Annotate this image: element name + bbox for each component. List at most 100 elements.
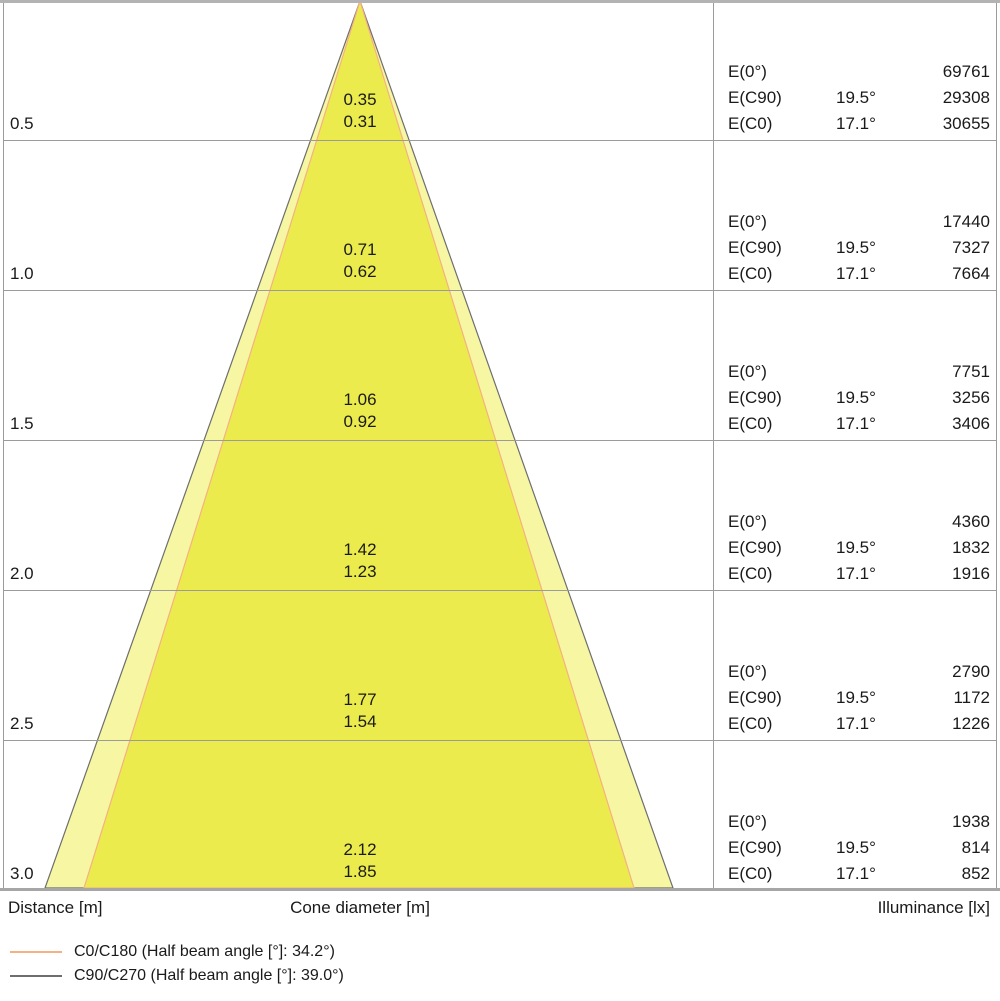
cone-diameter-c90: 1.42: [343, 540, 377, 559]
table-row: E(C90) 19.5° 814: [728, 835, 990, 861]
legend-item-c90: C90/C270 (Half beam angle [°]: 39.0°): [0, 964, 344, 988]
cone-diameters-0-5m: 0.35 0.31: [260, 89, 460, 133]
distance-tick-1-0: 1.0: [10, 264, 34, 283]
distance-tick-1-5: 1.5: [10, 414, 34, 433]
top-border-line: [0, 0, 1000, 3]
cone-diameter-c0: 1.54: [343, 712, 377, 731]
cone-c0-inner: [83, 3, 635, 888]
e0-value: 2790: [952, 662, 990, 681]
ec0-label: E(C0): [728, 114, 773, 133]
table-row: E(C0) 17.1° 1916: [728, 561, 990, 587]
ec90-value: 3256: [952, 388, 990, 407]
distance-axis-label: Distance [m]: [8, 898, 103, 917]
cone-diameter-axis-label: Cone diameter [m]: [290, 898, 430, 917]
legend-item-c0: C0/C180 (Half beam angle [°]: 34.2°): [0, 940, 335, 964]
e0-angle: [836, 509, 911, 535]
ec0-label: E(C0): [728, 564, 773, 583]
legend-label-c90: C90/C270 (Half beam angle [°]: 39.0°): [74, 967, 344, 984]
table-row: E(C0) 17.1° 3406: [728, 411, 990, 437]
ec90-angle: 19.5°: [836, 538, 876, 557]
ec0-angle: 17.1°: [836, 414, 876, 433]
cone-diameter-c90: 0.71: [343, 240, 377, 259]
cone-diameter-c0: 0.92: [343, 412, 377, 431]
ec90-value: 1172: [953, 688, 990, 707]
table-row: E(C0) 17.1° 30655: [728, 111, 990, 137]
table-row: E(C90) 19.5° 1172: [728, 685, 990, 711]
distance-tick-2-0: 2.0: [10, 564, 34, 583]
e0-label: E(0°): [728, 812, 767, 831]
ec90-label: E(C90): [728, 838, 782, 857]
cone-diameter-c0: 0.31: [343, 112, 377, 131]
ec0-value: 1916: [952, 564, 990, 583]
distance-tick-2-5: 2.5: [10, 714, 34, 733]
gridline-2-5m: [3, 740, 997, 741]
e0-angle: [836, 209, 911, 235]
e0-angle: [836, 359, 911, 385]
ec0-angle: 17.1°: [836, 114, 876, 133]
ec0-label: E(C0): [728, 264, 773, 283]
illuminance-block-3-0m: E(0°) 1938 E(C90) 19.5° 814 E(C0) 17.1° …: [728, 809, 990, 887]
e0-value: 7751: [952, 362, 990, 381]
ec0-value: 3406: [952, 414, 990, 433]
ec90-label: E(C90): [728, 538, 782, 557]
ec90-label: E(C90): [728, 238, 782, 257]
e0-angle: [836, 659, 911, 685]
table-row: E(C90) 19.5° 7327: [728, 235, 990, 261]
illuminance-block-2-0m: E(0°) 4360 E(C90) 19.5° 1832 E(C0) 17.1°…: [728, 509, 990, 587]
distance-tick-0-5: 0.5: [10, 114, 34, 133]
ec90-label: E(C90): [728, 688, 782, 707]
ec0-label: E(C0): [728, 414, 773, 433]
table-row: E(C0) 17.1° 1226: [728, 711, 990, 737]
table-row: E(C0) 17.1° 7664: [728, 261, 990, 287]
illuminance-block-0-5m: E(0°) 69761 E(C90) 19.5° 29308 E(C0) 17.…: [728, 59, 990, 137]
ec90-angle: 19.5°: [836, 688, 876, 707]
distance-tick-3-0: 3.0: [10, 864, 34, 883]
cone-diameter-c0: 1.23: [343, 562, 377, 581]
illuminance-block-1-5m: E(0°) 7751 E(C90) 19.5° 3256 E(C0) 17.1°…: [728, 359, 990, 437]
e0-value: 69761: [942, 62, 990, 81]
gridline-1-0m: [3, 290, 997, 291]
table-row: E(C0) 17.1° 852: [728, 861, 990, 887]
ec90-angle: 19.5°: [836, 838, 876, 857]
axis-label-row: Distance [m] Cone diameter [m] Illuminan…: [0, 896, 1000, 924]
ec0-angle: 17.1°: [836, 264, 876, 283]
ec0-value: 7664: [952, 264, 990, 283]
ec90-value: 29308: [942, 88, 990, 107]
cone-diameter-c90: 0.35: [343, 90, 377, 109]
cone-diameter-c90: 2.12: [343, 840, 377, 859]
cone-diameter-c0: 0.62: [343, 262, 377, 281]
cone-diameter-c90: 1.06: [343, 390, 377, 409]
cone-diameter-c0: 1.85: [343, 862, 377, 881]
ec0-label: E(C0): [728, 864, 773, 883]
cone-diameter-c90: 1.77: [343, 690, 377, 709]
gridline-2-0m: [3, 590, 997, 591]
light-cone-drawing: [44, 3, 674, 888]
table-row: E(0°) 4360: [728, 509, 990, 535]
right-border-line: [996, 3, 997, 888]
ec90-angle: 19.5°: [836, 88, 876, 107]
table-divider-line: [713, 3, 714, 888]
illuminance-block-2-5m: E(0°) 2790 E(C90) 19.5° 1172 E(C0) 17.1°…: [728, 659, 990, 737]
e0-label: E(0°): [728, 362, 767, 381]
cone-diameters-3-0m: 2.12 1.85: [260, 839, 460, 883]
table-row: E(0°) 1938: [728, 809, 990, 835]
ec90-value: 814: [961, 838, 990, 857]
ec90-value: 7327: [952, 238, 990, 257]
cone-diameters-2-5m: 1.77 1.54: [260, 689, 460, 733]
table-row: E(C90) 19.5° 1832: [728, 535, 990, 561]
ec90-value: 1832: [952, 538, 990, 557]
bottom-axis-line: [0, 888, 1000, 891]
e0-angle: [836, 59, 911, 85]
c0-line-swatch-icon: [10, 951, 62, 953]
cone-diameters-1-5m: 1.06 0.92: [260, 389, 460, 433]
e0-label: E(0°): [728, 212, 767, 231]
e0-value: 4360: [952, 512, 990, 531]
ec0-value: 1226: [952, 714, 990, 733]
e0-label: E(0°): [728, 662, 767, 681]
table-row: E(C90) 19.5° 3256: [728, 385, 990, 411]
gridline-0-5m: [3, 140, 997, 141]
table-row: E(0°) 2790: [728, 659, 990, 685]
ec0-angle: 17.1°: [836, 864, 876, 883]
ec0-label: E(C0): [728, 714, 773, 733]
